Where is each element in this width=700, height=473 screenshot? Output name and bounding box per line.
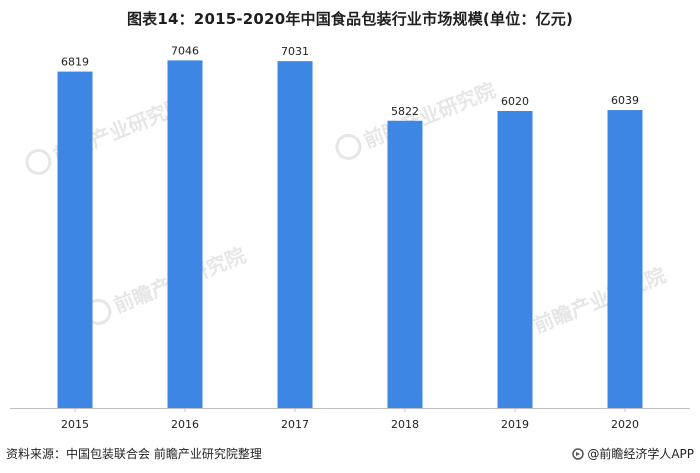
bar-chart: 6819 2015 7046 2016 7031 2017 5822 2018 6020 2019… [10,44,690,431]
bar [167,60,203,408]
brand-logo-icon [572,447,585,460]
x-tick-label: 2018 [391,418,419,431]
x-tick-label: 2017 [281,418,309,431]
x-tick-label: 2015 [61,418,89,431]
data-label: 7046 [171,44,199,57]
x-tick-label: 2019 [501,418,529,431]
x-tick-label: 2016 [171,418,199,431]
bar [57,71,93,408]
data-label: 7031 [281,45,309,58]
data-label: 6020 [501,95,529,108]
brand-credit: @前瞻经济学人APP [572,445,694,462]
data-label: 6039 [611,94,639,107]
bar [277,61,313,409]
x-tick-label: 2020 [611,418,639,431]
source-note: 资料来源：中国包装联合会 前瞻产业研究院整理 [6,447,262,461]
bar [607,110,643,409]
data-label: 5822 [391,105,419,118]
bar [387,120,423,408]
brand-text: @前瞻经济学人APP [587,447,694,461]
chart-title: 图表14：2015-2020年中国食品包装行业市场规模(单位：亿元) [126,10,574,28]
data-label: 6819 [61,56,89,69]
bar [497,111,533,408]
